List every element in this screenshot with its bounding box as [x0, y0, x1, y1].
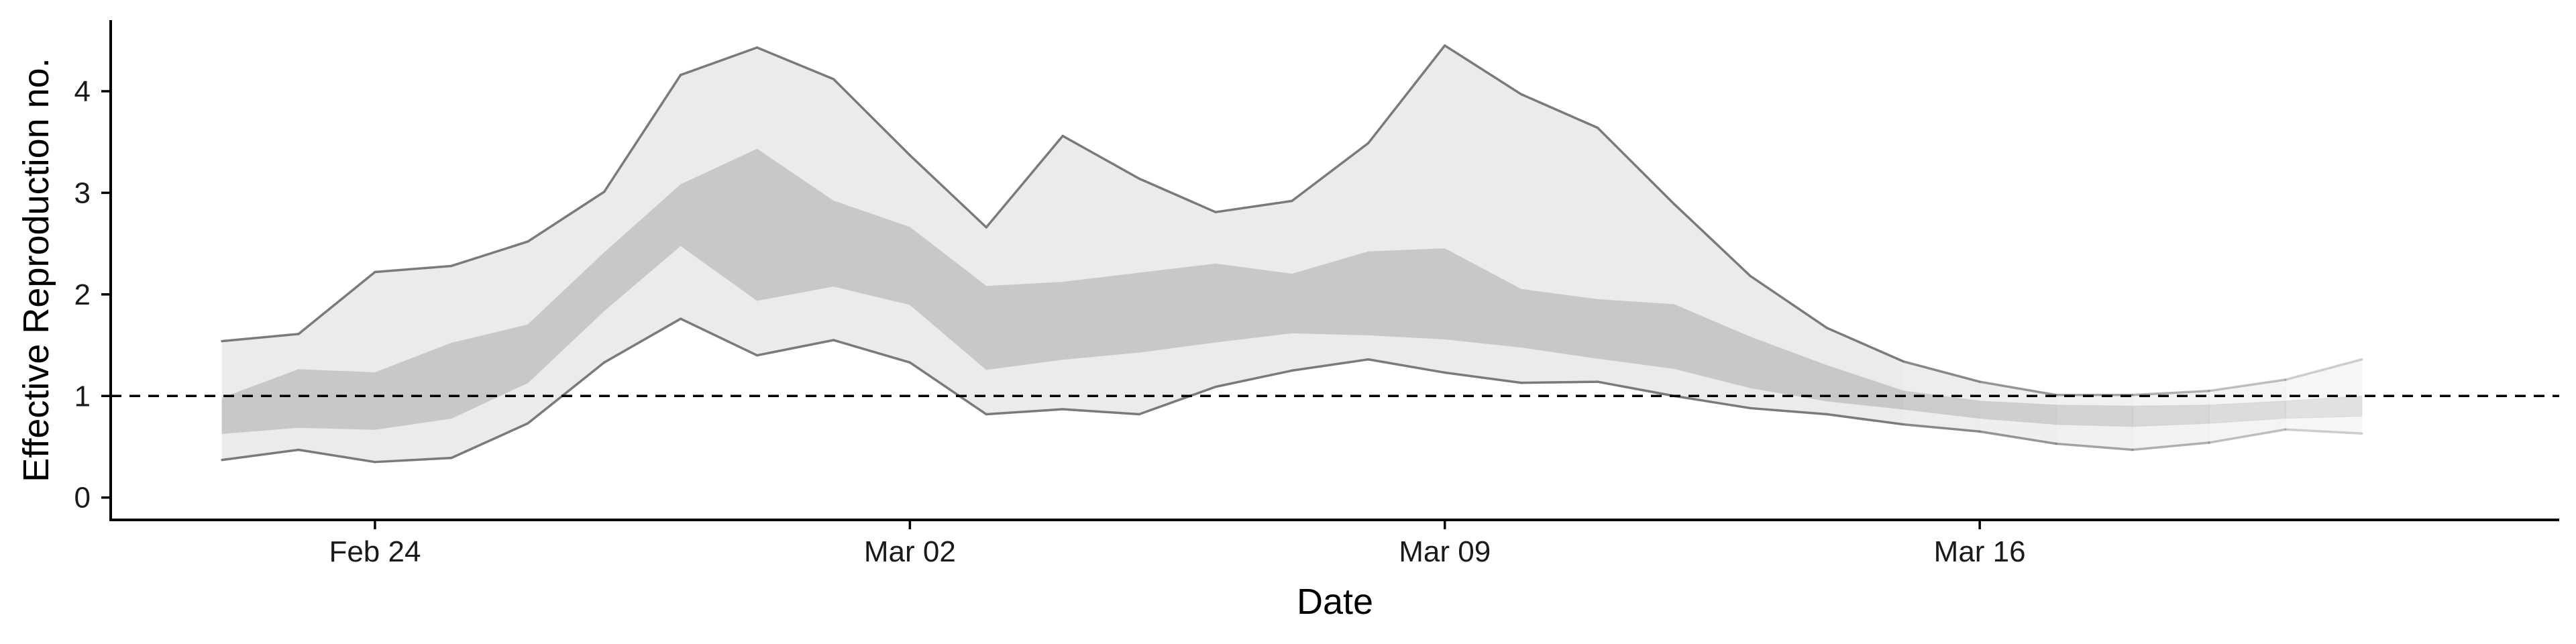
outer-lower-line-segment	[2284, 428, 2363, 435]
outer-lower-line-segment	[1902, 423, 1981, 433]
outer-lower-line-segment	[2131, 441, 2210, 451]
outer-upper-line-segment	[1672, 203, 1752, 278]
outer-upper-line-segment	[1902, 360, 1981, 383]
outer-lower-line-segment	[2055, 442, 2134, 451]
outer-band-segment	[985, 135, 1063, 415]
y-tick-label: 3	[74, 176, 91, 209]
inner-band-segment	[2208, 400, 2286, 424]
outer-upper-line-segment	[832, 78, 912, 157]
outer-lower-line-segment	[450, 422, 529, 460]
ribbon-layer	[221, 44, 2363, 463]
outer-lower-line-segment	[1214, 369, 1293, 388]
outer-upper-line-segment	[527, 191, 606, 243]
inner-band-segment	[1062, 272, 1140, 360]
outer-upper-line-segment	[374, 264, 453, 274]
inner-band-segment	[2055, 405, 2133, 427]
outer-lower-line-segment	[374, 456, 453, 464]
outer-upper-line-segment	[1596, 126, 1676, 205]
outer-lower-line-segment	[1291, 358, 1370, 372]
outer-lower-line-segment	[527, 361, 606, 425]
x-tick-label: Feb 24	[329, 535, 421, 568]
inner-band-segment	[1138, 263, 1216, 353]
outer-upper-line-segment	[602, 74, 682, 193]
x-ticks: Feb 24 Mar 02 Mar 09 Mar 16	[329, 520, 2026, 568]
outer-upper-line-segment	[450, 240, 529, 268]
outer-upper-line-segment	[1214, 199, 1293, 213]
outer-lower-line-segment	[297, 448, 376, 464]
outer-upper-line-segment	[2131, 389, 2210, 396]
outer-upper-line-segment	[1749, 274, 1829, 329]
outer-lower-line-segment	[1596, 380, 1676, 398]
y-axis-title: Effective Reproduction no.	[16, 58, 56, 482]
y-tick-label: 2	[74, 278, 91, 311]
y-tick-label: 1	[74, 380, 91, 413]
y-tick-label: 4	[74, 75, 91, 108]
axes	[109, 20, 2559, 521]
outer-upper-line-segment	[1978, 380, 2057, 396]
outer-lower-line-segment	[1825, 413, 1904, 426]
outer-upper-line-segment	[2208, 378, 2287, 392]
outer-lower-line-segment	[1061, 408, 1140, 416]
inner-band-segment	[1597, 299, 1674, 369]
outer-upper-line-segment	[679, 46, 759, 76]
x-tick-label: Mar 02	[864, 535, 956, 568]
outer-upper-line-segment	[2284, 358, 2363, 381]
x-axis-title: Date	[1297, 582, 1373, 622]
inner-band-segment	[298, 369, 376, 430]
outer-lower-line-segment	[1978, 430, 2057, 445]
outer-lower-line-segment	[1138, 385, 1217, 416]
outer-lower-line-segment	[1672, 394, 1752, 410]
outer-lower-line-segment	[908, 361, 988, 416]
outer-upper-line-segment	[985, 134, 1064, 229]
outer-band-segment	[298, 271, 376, 463]
outer-lower-line-segment	[221, 448, 300, 462]
x-tick-label: Mar 16	[1934, 535, 2026, 568]
outer-lower-line-segment	[1444, 371, 1523, 384]
y-ticks: 0 1 2 3 4	[74, 75, 111, 515]
x-tick-label: Mar 09	[1399, 535, 1491, 568]
outer-lower-line-segment	[985, 408, 1064, 416]
outer-upper-line-segment	[221, 333, 300, 343]
outer-upper-line-segment	[1825, 327, 1904, 363]
outer-lower-line-segment	[1519, 380, 1599, 384]
outer-lower-line-segment	[602, 317, 682, 364]
outer-upper-line-segment	[908, 154, 988, 229]
outer-upper-line-segment	[755, 46, 835, 80]
outer-upper-line-segment	[297, 270, 376, 335]
outer-upper-line-segment	[1061, 134, 1140, 180]
outer-lower-line-segment	[755, 339, 835, 357]
inner-band-segment	[2285, 395, 2363, 419]
outer-upper-line-segment	[1138, 177, 1217, 213]
outer-upper-line-segment	[1444, 44, 1523, 96]
outer-lower-line-segment	[679, 317, 759, 357]
bound-lines	[221, 44, 2363, 464]
outer-upper-line-segment	[1519, 93, 1599, 129]
outer-lower-line-segment	[1749, 407, 1829, 416]
outer-lower-line-segment	[2208, 428, 2287, 444]
inner-band-segment	[985, 282, 1063, 370]
inner-band-segment	[1521, 288, 1599, 359]
outer-upper-line-segment	[1367, 44, 1446, 144]
inner-band-segment	[2132, 405, 2210, 427]
y-tick-label: 0	[74, 482, 91, 515]
outer-lower-line-segment	[832, 339, 912, 364]
inner-band-segment	[1368, 248, 1446, 339]
outer-upper-line-segment	[1291, 142, 1370, 203]
inner-band-segment	[1215, 263, 1293, 343]
outer-lower-line-segment	[1367, 358, 1446, 374]
